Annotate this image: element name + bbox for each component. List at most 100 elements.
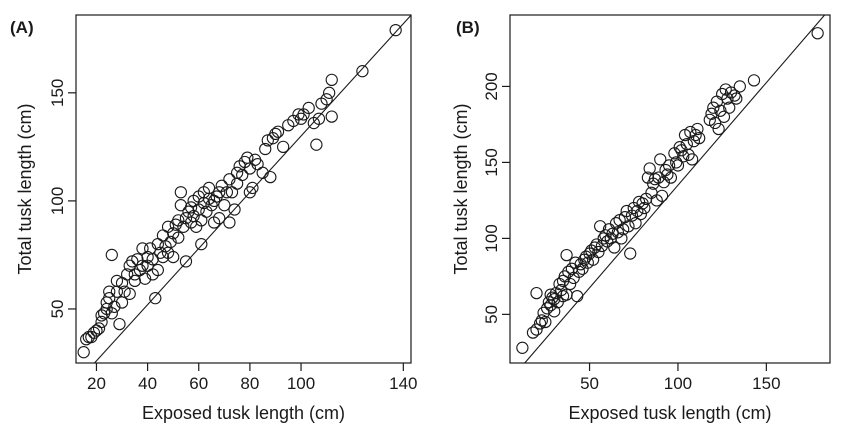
data-point: [80, 333, 93, 346]
data-point: [728, 89, 741, 102]
data-point: [138, 272, 152, 285]
scatter-panel-b: (B) 50 100 150 50 100 150 200 Exposed tusk le…: [451, 14, 831, 423]
data-point: [682, 148, 695, 161]
data-point: [241, 151, 254, 164]
data-point: [202, 181, 216, 195]
data-point: [120, 268, 134, 281]
data-point: [269, 127, 282, 141]
x-tick-label: 40: [138, 374, 157, 393]
data-point: [721, 92, 734, 105]
data-point: [213, 212, 226, 225]
data-point: [246, 181, 259, 195]
data-point: [691, 122, 704, 136]
data-point: [320, 93, 333, 106]
data-point: [560, 248, 573, 262]
data-point: [540, 302, 554, 315]
data-point: [655, 189, 669, 202]
x-tick-label: 60: [189, 374, 208, 393]
data-point: [177, 220, 190, 233]
x-tick-label: 100: [287, 374, 315, 393]
x-tick-label: 140: [389, 374, 417, 393]
data-point: [733, 80, 746, 93]
data-point: [673, 141, 686, 154]
data-point: [149, 292, 162, 305]
data-point: [661, 168, 674, 181]
data-point: [657, 176, 670, 189]
x-axis-ticks-b: 50 100 150: [580, 363, 781, 393]
data-point: [712, 122, 725, 136]
data-point: [220, 186, 234, 199]
data-point: [323, 86, 336, 99]
data-point: [108, 300, 121, 313]
data-point: [167, 250, 180, 264]
x-axis-title-b: Exposed tusk length (cm): [568, 403, 771, 423]
point-layer-b: [516, 27, 824, 354]
y-tick-label: 150: [48, 79, 67, 107]
fit-line-layer-a: [94, 14, 412, 364]
data-point: [356, 65, 369, 78]
y-tick-label: 100: [482, 224, 501, 252]
data-point: [571, 289, 584, 303]
data-point: [118, 285, 131, 298]
data-point: [123, 287, 136, 300]
data-point: [671, 159, 685, 172]
data-point: [92, 322, 106, 335]
x-tick-label: 150: [752, 374, 780, 393]
data-point: [310, 138, 323, 151]
data-point: [670, 156, 683, 169]
data-point: [105, 307, 118, 320]
data-point: [708, 116, 722, 130]
data-point: [643, 162, 656, 175]
data-point: [256, 166, 269, 179]
data-point: [624, 247, 637, 260]
plot-frame-b: [509, 14, 831, 364]
data-point: [276, 140, 290, 154]
data-point: [389, 23, 402, 37]
data-point: [264, 170, 277, 184]
data-point: [693, 131, 706, 145]
data-point: [128, 274, 141, 288]
y-axis-title-b: Total tusk length (cm): [451, 103, 471, 274]
data-point: [195, 237, 208, 251]
plot-frame-a: [75, 14, 412, 364]
data-point: [302, 101, 315, 115]
data-point: [248, 153, 262, 166]
x-axis-title-a: Exposed tusk length (cm): [142, 403, 345, 423]
data-point: [228, 203, 241, 216]
data-point: [174, 199, 187, 212]
data-point: [608, 241, 621, 254]
data-point: [654, 153, 667, 166]
fit-line-b: [524, 14, 826, 364]
data-point: [723, 101, 736, 114]
data-point: [615, 232, 628, 245]
data-point: [526, 326, 540, 339]
y-axis-ticks-a: 50 100 150: [48, 79, 76, 318]
data-point: [156, 229, 170, 242]
data-point: [717, 110, 731, 123]
panel-label-b: (B): [456, 18, 480, 37]
data-point: [184, 201, 198, 214]
data-point: [271, 125, 285, 138]
data-point: [110, 274, 124, 288]
data-point: [677, 150, 690, 163]
data-point: [530, 286, 543, 300]
data-point: [164, 235, 177, 249]
data-point: [689, 128, 702, 142]
data-point: [664, 171, 678, 184]
data-point: [569, 256, 582, 269]
data-point: [594, 220, 607, 233]
x-tick-label: 80: [240, 374, 259, 393]
data-point: [223, 216, 236, 229]
data-point: [588, 241, 602, 254]
y-tick-label: 200: [482, 72, 501, 100]
data-point: [103, 292, 116, 305]
data-point: [618, 210, 632, 224]
data-point: [95, 315, 108, 329]
data-point: [533, 317, 547, 330]
data-point: [213, 186, 226, 199]
data-point: [622, 220, 635, 233]
x-tick-label: 20: [87, 374, 106, 393]
data-point: [223, 173, 236, 186]
data-point: [312, 112, 326, 125]
y-tick-label: 100: [48, 187, 67, 215]
